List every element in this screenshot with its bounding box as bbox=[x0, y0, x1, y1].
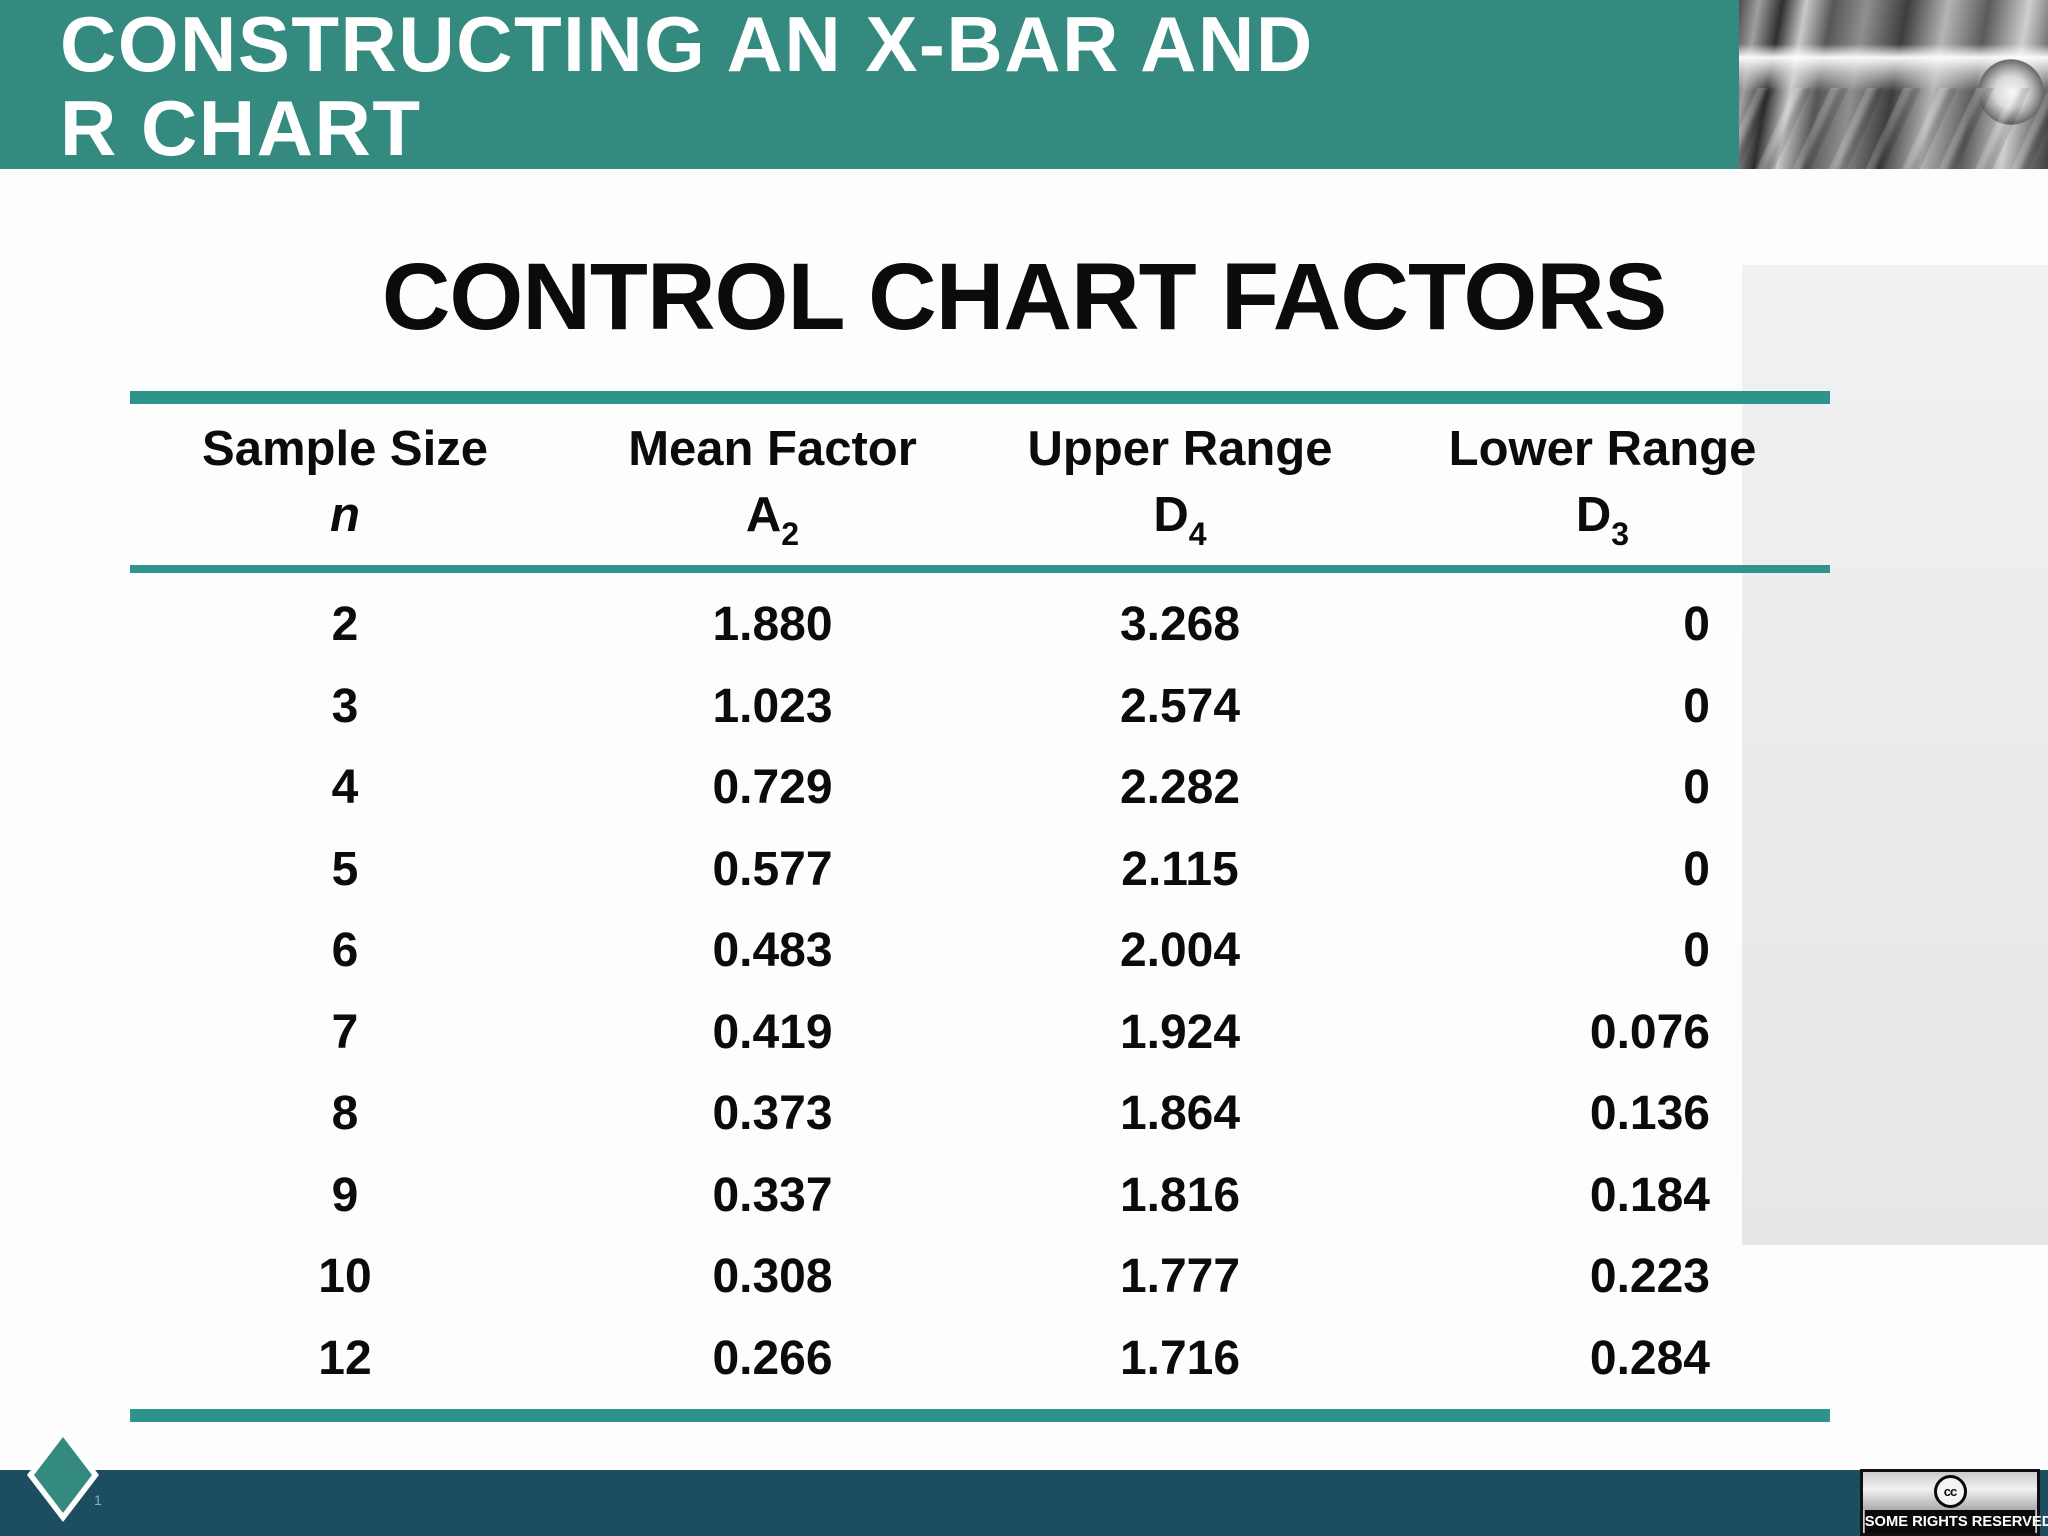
table-cell: 1.023 bbox=[712, 679, 833, 733]
table-cell: 12 bbox=[318, 1331, 372, 1385]
table-row: 5 0.577 2.115 0 bbox=[130, 829, 1830, 911]
table-cell: 0.284 bbox=[1589, 1331, 1710, 1385]
table-cell: 1.924 bbox=[1119, 1005, 1241, 1059]
table-cell: 4 bbox=[331, 761, 359, 815]
table-top-rule bbox=[130, 391, 1830, 404]
side-panel bbox=[1742, 265, 2048, 1245]
creative-commons-badge: cc SOME RIGHTS RESERVED bbox=[1860, 1469, 2048, 1536]
table-cell: 0.184 bbox=[1589, 1168, 1710, 1222]
table-cell: 1.777 bbox=[1119, 1250, 1241, 1304]
table-cell: 0.577 bbox=[712, 842, 833, 896]
table-row: 12 0.266 1.716 0.284 bbox=[130, 1318, 1830, 1400]
table-row: 8 0.373 1.864 0.136 bbox=[130, 1073, 1830, 1155]
table-cell: 0.223 bbox=[1589, 1250, 1710, 1304]
table-cell: 0 bbox=[1683, 761, 1710, 815]
column-header-label: Upper Range bbox=[1027, 422, 1333, 476]
table-cell: 0.729 bbox=[712, 761, 833, 815]
table-bottom-rule bbox=[130, 1409, 1830, 1422]
table-cell: 10 bbox=[318, 1250, 372, 1304]
column-header-symbol: D3 bbox=[1575, 488, 1630, 552]
table-cell: 1.864 bbox=[1119, 1087, 1241, 1141]
table-cell: 6 bbox=[331, 924, 359, 978]
table-row: 4 0.729 2.282 0 bbox=[130, 747, 1830, 829]
table-cell: 0.483 bbox=[712, 924, 833, 978]
table-cell: 3.268 bbox=[1119, 598, 1241, 652]
table-cell: 0.308 bbox=[712, 1250, 833, 1304]
column-header-symbol: D4 bbox=[1153, 488, 1207, 552]
table-cell: 0 bbox=[1683, 842, 1710, 896]
table-cell: 0 bbox=[1683, 924, 1710, 978]
column-header-label: Mean Factor bbox=[628, 422, 917, 476]
table-cell: 2 bbox=[331, 598, 359, 652]
table-cell: 8 bbox=[331, 1087, 359, 1141]
table-header-rule bbox=[130, 565, 1830, 573]
table-cell: 0 bbox=[1683, 598, 1710, 652]
table-cell: 0.076 bbox=[1589, 1005, 1710, 1059]
table-row: 6 0.483 2.004 0 bbox=[130, 910, 1830, 992]
table-cell: 0.136 bbox=[1589, 1087, 1710, 1141]
slide-title-line-2: R CHART bbox=[60, 84, 422, 172]
metal-fixture-photo bbox=[1739, 0, 2048, 169]
table-header-row: Sample Size n Mean Factor A2 Upper Range… bbox=[130, 404, 1830, 565]
header-band: CONSTRUCTING AN X-BAR AND R CHART bbox=[0, 0, 1739, 170]
table-row: 10 0.308 1.777 0.223 bbox=[130, 1236, 1830, 1318]
table-cell: 2.115 bbox=[1121, 842, 1239, 896]
table-cell: 0 bbox=[1683, 679, 1710, 733]
column-header-symbol: A2 bbox=[745, 488, 800, 552]
cc-badge-label: SOME RIGHTS RESERVED bbox=[1864, 1510, 2048, 1533]
table-cell: 1.880 bbox=[712, 598, 833, 652]
column-header-symbol: n bbox=[330, 488, 360, 542]
table-cell: 0.337 bbox=[712, 1168, 833, 1222]
column-header-mean-factor: Mean Factor A2 bbox=[560, 404, 985, 565]
table-cell: 0.419 bbox=[712, 1005, 833, 1059]
column-header-sample-size: Sample Size n bbox=[130, 404, 560, 565]
table-cell: 1.716 bbox=[1119, 1331, 1241, 1385]
table-row: 2 1.880 3.268 0 bbox=[130, 584, 1830, 666]
page-title: CONTROL CHART FACTORS bbox=[381, 244, 1667, 350]
table-cell: 0.266 bbox=[712, 1331, 833, 1385]
column-header-label: Sample Size bbox=[202, 422, 488, 476]
table-row: 9 0.337 1.816 0.184 bbox=[130, 1155, 1830, 1237]
table-cell: 2.004 bbox=[1119, 924, 1241, 978]
cc-logo-icon: cc bbox=[1933, 1474, 1967, 1508]
slide-title: CONSTRUCTING AN X-BAR AND R CHART bbox=[60, 2, 1314, 170]
slide-number: 1 bbox=[94, 1492, 102, 1508]
table-row: 7 0.419 1.924 0.076 bbox=[130, 992, 1830, 1074]
table-cell: 2.574 bbox=[1119, 679, 1241, 733]
control-chart-factors-table: Sample Size n Mean Factor A2 Upper Range… bbox=[130, 391, 1830, 1422]
table-cell: 1.816 bbox=[1119, 1168, 1241, 1222]
cc-badge-top: cc bbox=[1863, 1472, 2037, 1510]
column-header-lower-range: Lower Range D3 bbox=[1375, 404, 1830, 565]
slide-title-line-1: CONSTRUCTING AN X-BAR AND bbox=[60, 0, 1314, 88]
table-cell: 5 bbox=[331, 842, 359, 896]
footer-bar bbox=[0, 1470, 2048, 1536]
table-row: 3 1.023 2.574 0 bbox=[130, 666, 1830, 748]
table-cell: 0.373 bbox=[712, 1087, 833, 1141]
column-header-label: Lower Range bbox=[1448, 422, 1757, 476]
table-cell: 2.282 bbox=[1119, 761, 1241, 815]
table-cell: 3 bbox=[331, 679, 359, 733]
column-header-upper-range: Upper Range D4 bbox=[985, 404, 1375, 565]
table-body: 2 1.880 3.268 0 3 1.023 2.574 0 4 0.729 2.282 0 5 0.5… bbox=[130, 573, 1830, 1409]
table-cell: 7 bbox=[331, 1005, 359, 1059]
table-cell: 9 bbox=[331, 1168, 359, 1222]
